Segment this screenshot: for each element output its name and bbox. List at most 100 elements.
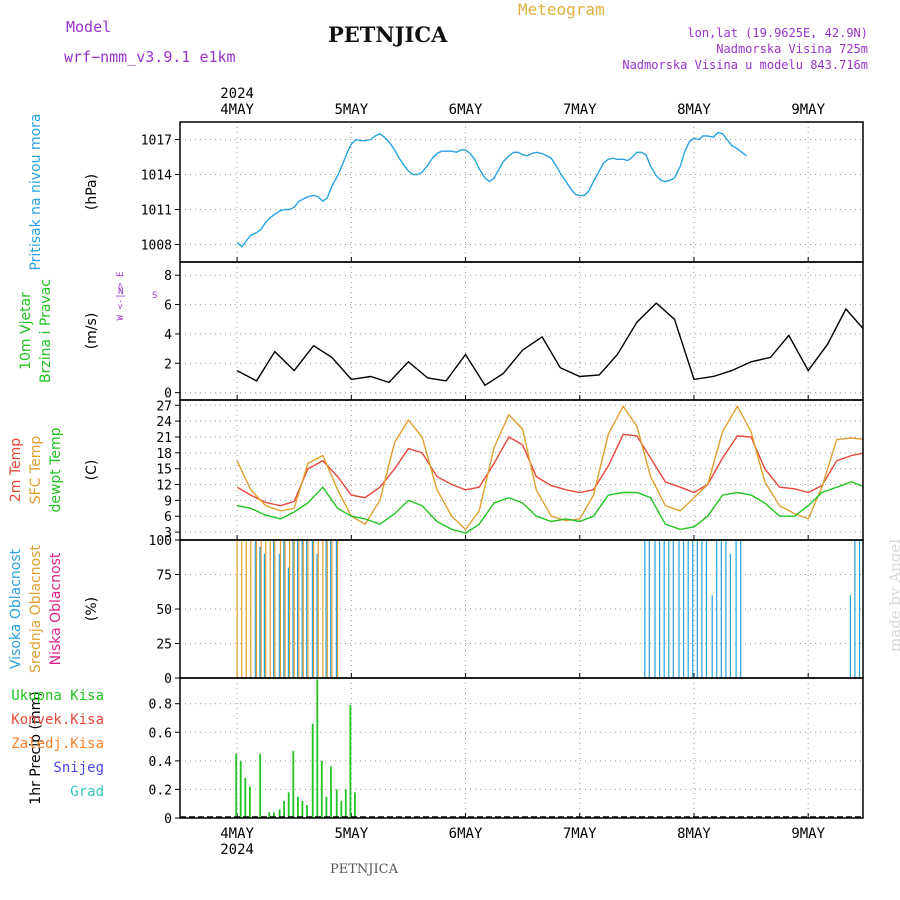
bar [849,595,851,678]
y-tick-label: 25 [156,638,172,653]
y-axis-title: Visoka Oblacnost [8,548,24,669]
bar [254,540,256,678]
model-elevation-label: Nadmorska Visina u modelu 843.716m [622,58,868,72]
bar [331,540,333,678]
bar [241,540,243,678]
plot-area-pressure [236,131,747,248]
panel-frame [179,121,864,263]
bar [249,786,251,818]
y-tick-label: 0.2 [149,783,172,798]
legend-item: Ukupna Kisa [11,688,104,704]
bar [245,540,247,678]
y-axis-unit: (m/s) [84,313,100,350]
bar [729,553,731,678]
bar [858,540,861,678]
bar [279,540,282,678]
legend-item: Zaledj.Kisa [11,736,104,752]
bar [644,540,646,678]
bar [326,540,328,678]
panel-wind: 0 2 4 6 8 10m Vjetar Brzina i Pravac (m/s) W <-|… [18,261,864,402]
plot-area-temperature [236,404,863,534]
y-tick-label: 8 [164,269,172,284]
bar [659,540,661,678]
bar [302,540,304,678]
bar [349,705,352,818]
bar [887,540,888,678]
series-line-wind [236,302,863,387]
y-tick-label: 6 [164,299,172,314]
bar [725,540,727,678]
bottom-day-label: 7MAY [563,826,597,842]
bar [301,800,304,818]
bar [278,553,280,678]
bar [354,792,356,818]
y-tick-label: 0.6 [149,726,172,741]
bar [306,805,308,818]
y-tick-label: 100 [149,534,172,549]
y-tick-label: 1011 [141,204,172,219]
panel-precip: 0 0.2 0.4 0.6 0.8 1hr Precip (mm)Ukupna Kisa K… [11,677,864,827]
bar [735,540,737,678]
bar [284,540,286,678]
y-tick-label: 24 [156,415,172,430]
bar [678,540,680,678]
elevation-label: Nadmorska Visina 725m [716,42,868,56]
compass-s: S [152,291,157,301]
bar [716,540,718,678]
y-tick-label: 0.8 [149,698,172,713]
y-tick-label: 12 [156,479,172,494]
y-axis-title: Pritisak na nivou mora [28,113,44,270]
top-day-label: 8MAY [677,102,711,118]
y-axis-unit: (C) [84,460,100,481]
y-axis-title: 10m Vjetar [18,292,34,370]
bottom-day-label: 8MAY [677,826,711,842]
bar [278,809,281,818]
y-tick-label: 6 [164,510,172,525]
panel-pressure: 1008 1011 1014 1017 Pritisak na nivou mora (h… [28,113,864,271]
bar [316,679,319,818]
panel-frame [179,677,864,819]
bar [692,540,694,678]
y-axis-title: dewpt Temp [48,427,64,512]
top-day-label: 9MAY [791,102,825,118]
bar [298,540,300,678]
bar [337,540,339,678]
bar [306,540,308,678]
bar [307,540,309,678]
bar [325,540,327,678]
bottom-day-label: 6MAY [449,826,483,842]
y-axis-title: Srednja Oblacnost [28,545,44,673]
meteogram-title: Meteogram [518,0,605,19]
bar [235,753,238,818]
bar [297,796,299,818]
bar [260,540,262,678]
panel-frame [179,261,864,401]
series-line-dewpt-temp [236,481,863,534]
y-tick-label: 1008 [141,239,172,254]
bar [292,750,295,818]
bar [720,540,722,678]
compass-ns-label: W <-|-> E [116,272,126,321]
bar [322,540,324,678]
bar [672,540,674,678]
series-line-2m-temp [236,433,863,507]
bar [244,778,247,818]
y-tick-label: 27 [156,399,172,414]
y-tick-label: 4 [164,328,172,343]
bar [883,540,884,678]
y-tick-label: 9 [164,494,172,509]
y-axis-unit: (hPa) [84,174,100,210]
legend-item: Snijeg [53,760,104,776]
bar [311,723,314,818]
plot-area-wind [236,302,863,387]
y-tick-label: 21 [156,431,172,446]
bar [239,760,242,818]
bar [892,540,893,678]
bar [320,760,323,818]
bar [740,540,742,678]
y-tick-label: 15 [156,463,172,478]
bar [292,540,294,678]
bar [236,540,238,678]
top-day-label: 4MAY [220,102,254,118]
